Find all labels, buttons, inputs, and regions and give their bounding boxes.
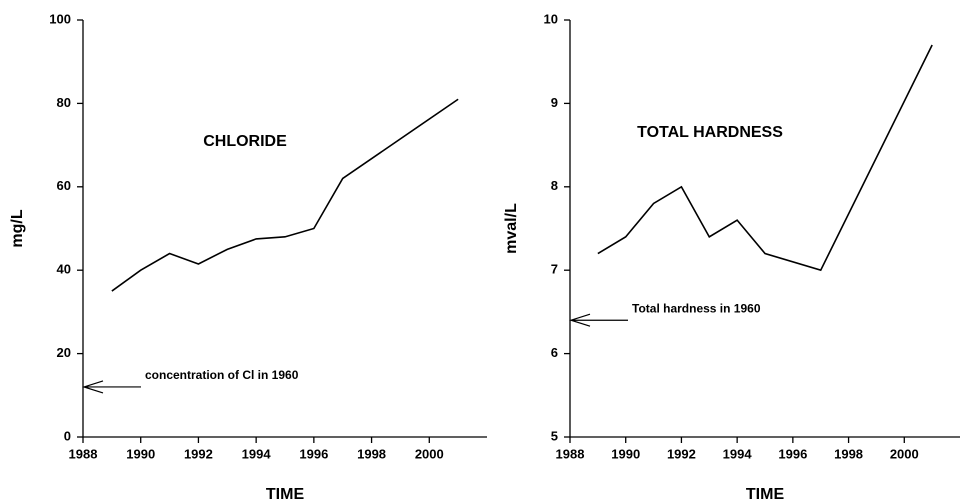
axes <box>569 20 960 438</box>
annotation-text: concentration of Cl in 1960 <box>145 368 299 382</box>
x-tick-label: 1992 <box>184 446 213 461</box>
x-tick-label: 1996 <box>778 446 807 461</box>
data-line <box>597 44 933 272</box>
x-axis-label: TIME <box>746 486 785 503</box>
y-tick-label: 5 <box>551 428 558 443</box>
y-tick-label: 40 <box>57 262 71 277</box>
y-tick-label: 7 <box>551 262 558 277</box>
y-tick-label: 6 <box>551 345 558 360</box>
data-line <box>111 98 459 292</box>
y-tick-label: 60 <box>57 178 71 193</box>
annotation-arrow <box>82 380 141 394</box>
x-tick-label: 1990 <box>611 446 640 461</box>
y-axis-label: mval/L <box>503 203 520 254</box>
y-axis-label: mg/L <box>9 209 26 247</box>
x-tick-label: 1994 <box>242 446 272 461</box>
y-tick-label: 80 <box>57 95 71 110</box>
x-tick-label: 2000 <box>415 446 444 461</box>
y-tick-label: 10 <box>544 11 558 26</box>
x-tick-label: 1988 <box>69 446 98 461</box>
chart-title: TOTAL HARDNESS <box>637 124 783 141</box>
y-tick-label: 8 <box>551 178 558 193</box>
annotation-arrow <box>569 313 628 327</box>
x-tick-label: 1998 <box>357 446 386 461</box>
x-tick-label: 1998 <box>834 446 863 461</box>
chart-title: CHLORIDE <box>203 133 287 150</box>
x-tick-label: 1994 <box>723 446 753 461</box>
y-tick-label: 9 <box>551 95 558 110</box>
x-tick-label: 2000 <box>890 446 919 461</box>
y-tick-label: 20 <box>57 345 71 360</box>
annotation-text: Total hardness in 1960 <box>632 301 761 315</box>
x-tick-label: 1988 <box>556 446 585 461</box>
y-tick-label: 100 <box>49 11 71 26</box>
x-axis-label: TIME <box>266 486 305 503</box>
y-tick-label: 0 <box>64 428 71 443</box>
x-tick-label: 1992 <box>667 446 696 461</box>
x-tick-label: 1990 <box>126 446 155 461</box>
x-tick-label: 1996 <box>299 446 328 461</box>
